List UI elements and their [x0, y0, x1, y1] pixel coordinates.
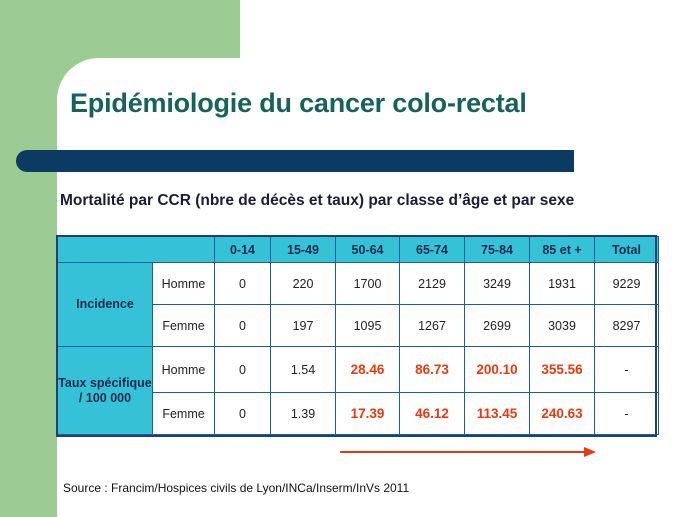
table-cell: 8297 [594, 304, 659, 347]
table-cell: 9229 [594, 262, 659, 305]
source-note: Source : Francim/Hospices civils de Lyon… [63, 481, 410, 495]
highlight-cell: 86.73 [399, 346, 465, 393]
header-cell: 0-14 [214, 236, 271, 263]
header-cell: Total [594, 236, 659, 263]
table-cell: 0 [214, 262, 271, 305]
header-cell: 50-64 [335, 236, 400, 263]
table-cell: 0 [214, 392, 271, 435]
highlight-cell: 355.56 [529, 346, 595, 393]
table-cell: 220 [270, 262, 336, 305]
highlight-cell: 46.12 [399, 392, 465, 435]
highlight-cell: 28.46 [335, 346, 400, 393]
sex-label: Femme [152, 392, 215, 435]
table-cell: 2699 [464, 304, 530, 347]
table-cell: 0 [214, 346, 271, 393]
table-cell: - [594, 392, 659, 435]
table-row: Incidence Homme 0 220 1700 2129 3249 193… [57, 262, 659, 347]
table-cell: 3039 [529, 304, 595, 347]
sex-label: Homme [152, 346, 215, 393]
right-arrow-icon [340, 447, 596, 457]
table-cell: 3249 [464, 262, 530, 305]
sex-label: Femme [152, 304, 215, 347]
page-title: Epidémiologie du cancer colo-rectal [70, 88, 527, 118]
table-cell: 1.39 [270, 392, 336, 435]
table-cell: - [594, 346, 659, 393]
header-row: 0-14 15-49 50-64 65-74 75-84 85 et + Tot… [57, 236, 659, 263]
table-cell: 0 [214, 304, 271, 347]
table-cell: 1931 [529, 262, 595, 305]
sex-label: Homme [152, 262, 215, 305]
table-row: Femme 0 1.39 17.39 46.12 113.45 240.63 - [58, 392, 659, 435]
highlight-cell: 240.63 [529, 392, 595, 435]
highlight-cell: 200.10 [464, 346, 530, 393]
header-cell: 85 et + [529, 236, 595, 263]
title-underline-bar [16, 150, 574, 172]
table-cell: 197 [270, 304, 336, 347]
table-caption: Mortalité par CCR (nbre de décès et taux… [60, 192, 575, 209]
row-group-incidence: Incidence [57, 262, 153, 347]
mortality-table: 0-14 15-49 50-64 65-74 75-84 85 et + Tot… [57, 236, 659, 435]
table-cell: 2129 [399, 262, 465, 305]
header-corner [57, 236, 215, 263]
table-cell: 1095 [335, 304, 400, 347]
row-group-taux: Taux spécifique / 100 000 [57, 346, 153, 435]
highlight-cell: 17.39 [335, 392, 400, 435]
table-cell: 1700 [335, 262, 400, 305]
table-row: Femme 0 197 1095 1267 2699 3039 8297 [58, 304, 659, 347]
header-cell: 15-49 [270, 236, 336, 263]
table-row: Taux spécifique / 100 000 Homme 0 1.54 2… [57, 346, 659, 435]
table-cell: 1.54 [270, 346, 336, 393]
table-cell: 1267 [399, 304, 465, 347]
header-cell: 75-84 [464, 236, 530, 263]
header-cell: 65-74 [399, 236, 465, 263]
highlight-cell: 113.45 [464, 392, 530, 435]
